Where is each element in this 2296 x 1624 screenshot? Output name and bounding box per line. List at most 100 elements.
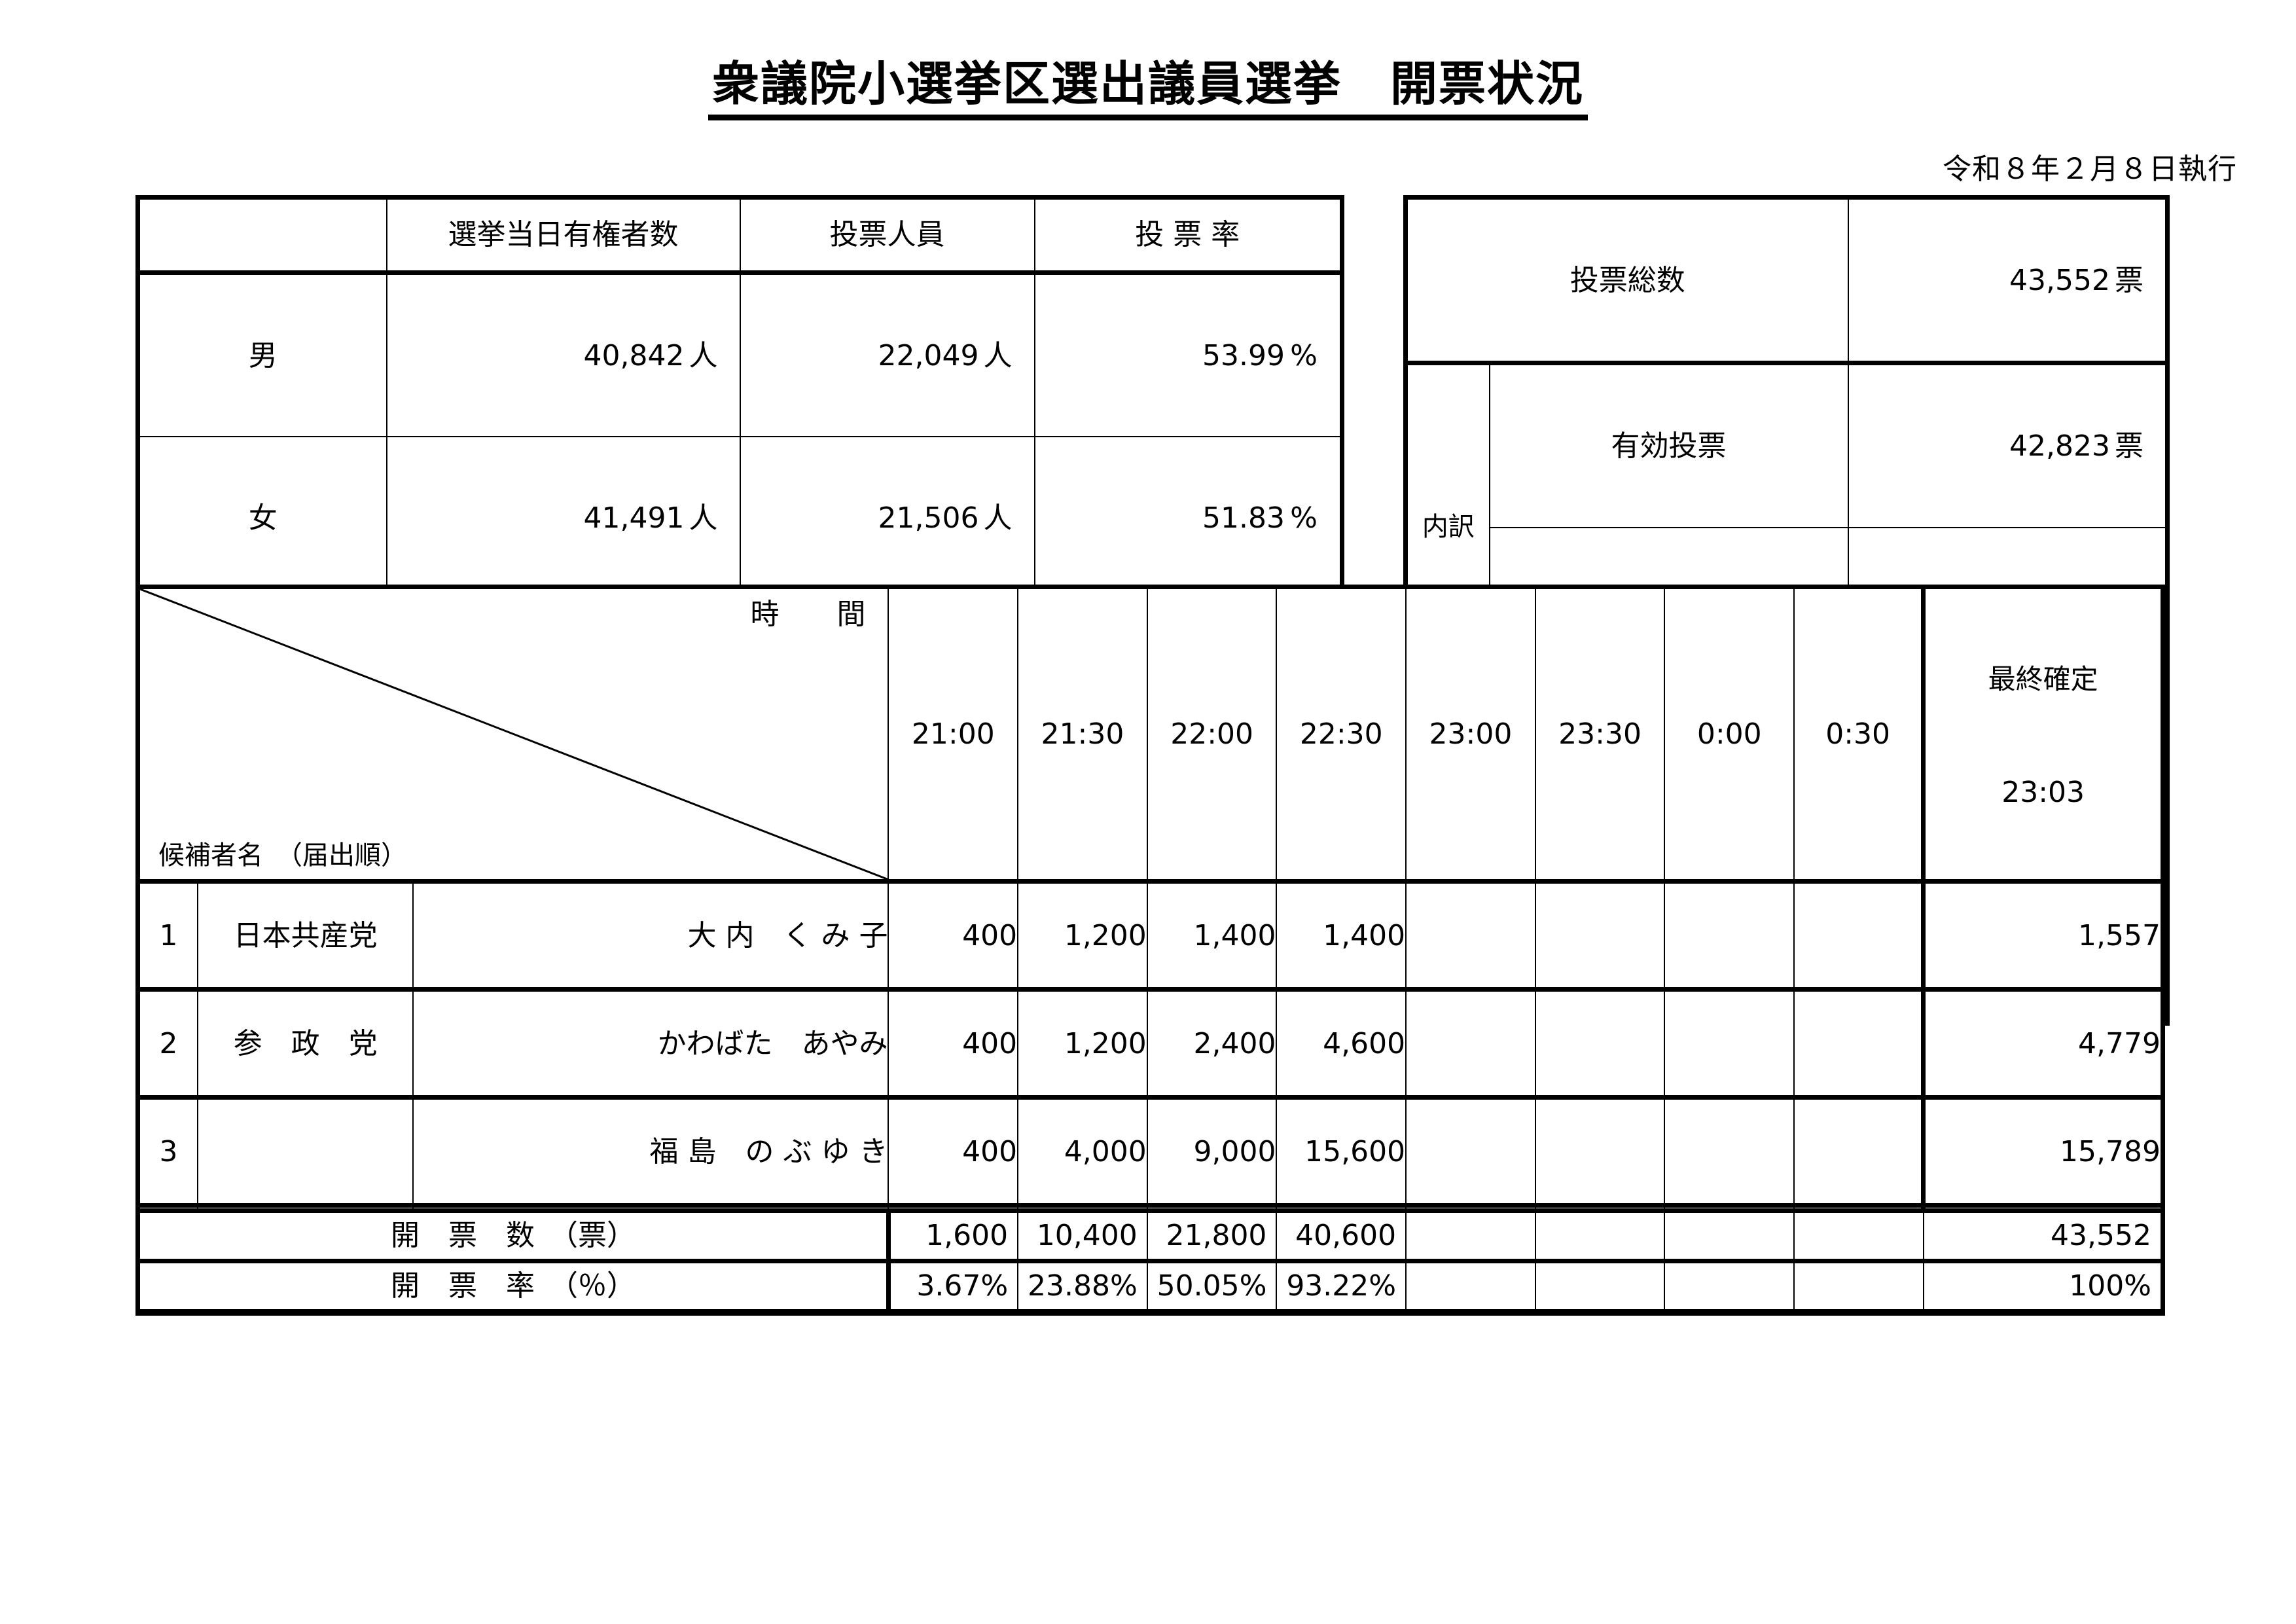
summary-label-count: 開 票 数 （票） [137,1210,889,1262]
value: 51.83 [1202,501,1285,535]
summary-count-2330 [1534,1210,1666,1262]
turnout-header-rate: 投 票 率 [1033,196,1343,274]
value: 43,552 [2009,263,2110,297]
turnout-row-female: 女 41,491 人 21,506 人 51.83% [137,436,1343,602]
table-row: 3 福 島 の ぶ ゆ き 400 4,000 9,000 15,600 15,… [137,1095,2164,1206]
summary-count-2130: 10,400 [1017,1210,1148,1262]
summary-rate-2300 [1405,1259,1536,1312]
count-2200: 1,400 [1146,879,1278,990]
count-2230: 1,400 [1276,879,1407,990]
unit: 票 [2115,429,2144,463]
votes-total-value-cell: 43,552 票 [1847,196,2168,364]
header-time-label: 時 間 [750,598,866,631]
summary-rate-final: 100% [1922,1259,2164,1312]
count-2300 [1405,987,1536,1098]
header-final-confirmed: 最終確定 23:03 [1922,586,2164,882]
unit: 人 [983,501,1013,535]
summary-rate-0000 [1664,1259,1795,1312]
count-2100: 400 [888,987,1019,1098]
counting-status-table: 時 間 候補者名 （届出順） 21:00 21:30 22:00 22:30 2… [135,585,2165,1316]
count-2230: 4,600 [1276,987,1407,1098]
page-title-container: 衆議院小選挙区選出議員選挙 開票状況 [0,58,2296,120]
table-row: 1 日本共産党 大 内 く み 子 400 1,200 1,400 1,400 … [137,879,2164,990]
votes-valid-label: 有効投票 [1488,361,1849,528]
count-2200: 9,000 [1146,1095,1278,1206]
count-final: 4,779 [1922,987,2164,1098]
summary-label-rate: 開 票 率 （％） [137,1259,889,1312]
value: 22,049 [878,338,979,372]
count-0030 [1793,879,1926,990]
header-time-2330: 23:30 [1534,586,1666,882]
summary-count-0030 [1793,1210,1924,1262]
summary-rate-2130: 23.88% [1017,1259,1148,1312]
header-time-2200: 22:00 [1146,586,1278,882]
count-2330 [1534,879,1666,990]
count-2330 [1534,1095,1666,1206]
summary-count-2100: 1,600 [886,1210,1019,1262]
count-2130: 1,200 [1017,879,1148,990]
count-2200: 2,400 [1146,987,1278,1098]
candidate-party: 参 政 党 [196,987,414,1098]
header-corner-cell: 時 間 候補者名 （届出順） [137,586,889,882]
count-0000 [1664,879,1795,990]
value: 42,823 [2009,429,2110,463]
count-final: 1,557 [1922,879,2164,990]
unit: % [1290,338,1318,372]
turnout-row-male: 男 40,842 人 22,049 人 53.99% [137,270,1343,438]
summary-rate-2200: 50.05% [1146,1259,1278,1312]
header-time-0030: 0:30 [1793,586,1926,882]
turnout-header-voted: 投票人員 [739,196,1035,274]
unit: 人 [689,501,718,535]
count-2130: 1,200 [1017,987,1148,1098]
summary-row-rate: 開 票 率 （％） 3.67% 23.88% 50.05% 93.22% 100… [137,1259,2164,1312]
value: 21,506 [878,501,979,535]
count-final: 15,789 [1922,1095,2164,1206]
final-label: 最終確定 [1988,662,2098,695]
unit: 人 [983,338,1013,372]
turnout-label-female: 女 [137,436,387,602]
count-0000 [1664,1095,1795,1206]
candidate-name: 福 島 の ぶ ゆ き [412,1095,889,1206]
candidate-number: 3 [137,1095,198,1206]
count-2100: 400 [888,879,1019,990]
summary-rate-0030 [1793,1259,1924,1312]
candidate-number: 1 [137,879,198,990]
votes-valid-row: 内訳 有効投票 42,823 票 [1405,361,2168,693]
header-time-2100: 21:00 [888,586,1019,882]
turnout-label-male: 男 [137,270,387,438]
turnout-eligible-female: 41,491 人 [386,436,741,602]
summary-count-0000 [1664,1210,1795,1262]
turnout-voted-female: 21,506 人 [739,436,1035,602]
header-time-2300: 23:00 [1405,586,1536,882]
unit: 票 [2115,263,2144,297]
count-2230: 15,600 [1276,1095,1407,1206]
table-row: 2 参 政 党 かわばた あやみ 400 1,200 2,400 4,600 4… [137,987,2164,1098]
candidate-number: 2 [137,987,198,1098]
header-time-2130: 21:30 [1017,586,1148,882]
candidate-name: 大 内 く み 子 [412,879,889,990]
count-0030 [1793,987,1926,1098]
turnout-header-row: 選挙当日有権者数 投票人員 投 票 率 [137,196,1343,274]
main-header-row: 時 間 候補者名 （届出順） 21:00 21:30 22:00 22:30 2… [137,586,2164,882]
summary-rate-2230: 93.22% [1276,1259,1407,1312]
election-date: 令和８年２月８日執行 [1943,153,2237,186]
summary-count-2300 [1405,1210,1536,1262]
summary-rate-2330 [1534,1259,1666,1312]
summary-count-2230: 40,600 [1276,1210,1407,1262]
candidate-name: かわばた あやみ [412,987,889,1098]
summary-row-count: 開 票 数 （票） 1,600 10,400 21,800 40,600 43,… [137,1210,2164,1262]
votes-valid-value-cell: 42,823 票 [1847,361,2168,528]
value: 41,491 [583,501,685,535]
count-0030 [1793,1095,1926,1206]
turnout-header-blank [137,196,387,274]
count-0000 [1664,987,1795,1098]
diagonal-divider-icon [140,589,888,879]
summary-rate-2100: 3.67% [886,1259,1019,1312]
header-time-2230: 22:30 [1276,586,1407,882]
turnout-header-eligible: 選挙当日有権者数 [386,196,741,274]
header-candidate-label: 候補者名 （届出順） [158,840,407,871]
candidate-party [196,1095,414,1206]
votes-total-label: 投票総数 [1405,196,1849,364]
unit: % [1290,501,1318,535]
